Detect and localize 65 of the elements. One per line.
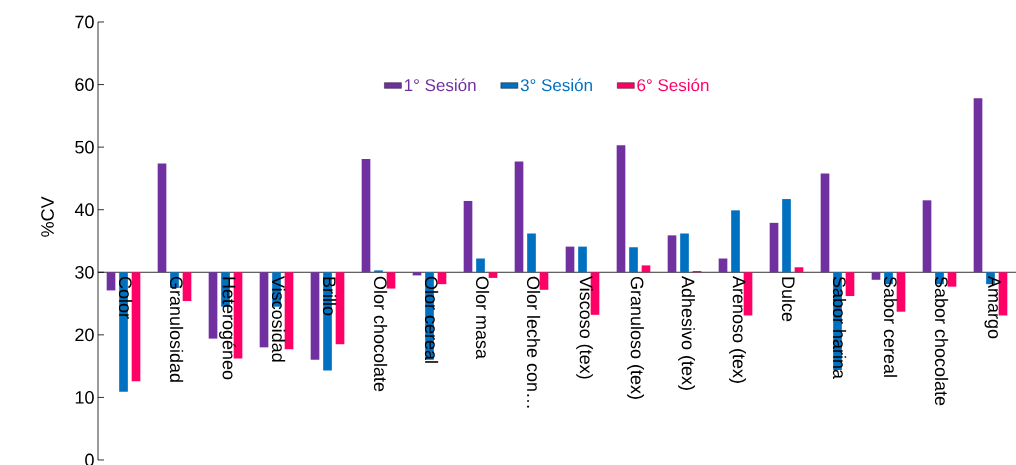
bar: [386, 272, 396, 289]
bar: [973, 98, 983, 273]
bar: [629, 247, 638, 273]
bar: [794, 267, 804, 273]
y-tick-label: 40: [74, 203, 94, 217]
bar: [871, 272, 881, 280]
bar: [182, 272, 192, 302]
bar: [947, 272, 957, 287]
bar: [845, 272, 855, 297]
bar: [896, 272, 906, 312]
x-tick-label: Sabor chocolate: [934, 276, 949, 406]
bar: [769, 222, 779, 273]
x-tick-label: Olor cereal: [424, 276, 439, 363]
bar: [437, 272, 447, 285]
x-tick-label: Viscoso (tex): [576, 276, 593, 379]
y-tick-label: 10: [75, 391, 94, 404]
legend-label: 1° Sesión: [404, 78, 476, 92]
x-tick-label: Granuloso (tex): [627, 276, 644, 399]
bar: [259, 272, 269, 348]
bar: [335, 272, 345, 345]
y-axis-title: %CV: [41, 196, 54, 237]
bar: [514, 161, 524, 273]
bar: [488, 272, 498, 278]
y-tick-label: 50: [75, 140, 94, 154]
y-tick-label: 30: [75, 265, 94, 279]
x-tick-label: Dulce: [781, 277, 796, 322]
bar: [578, 246, 587, 273]
bar: [922, 200, 932, 273]
legend-label: 6° Sesión: [637, 78, 709, 92]
bar: [680, 233, 689, 273]
bar: [476, 258, 485, 273]
x-tick-label: Sabor harina: [832, 276, 847, 380]
y-tick-label: 60: [75, 78, 94, 91]
x-tick-label: Viscosidad: [271, 276, 286, 362]
bar: [361, 159, 371, 273]
x-tick-label: Sabor cereal: [883, 276, 898, 377]
bar: [463, 200, 473, 273]
x-tick-label: Granulosidad: [169, 276, 184, 382]
bar: [565, 246, 575, 273]
x-tick-label: Color: [118, 276, 133, 319]
bar: [641, 265, 651, 273]
x-tick-label: Adhesivo (tex): [678, 276, 695, 390]
x-tick-label: Heterogéneo: [219, 277, 237, 380]
bar: [131, 272, 141, 382]
bar: [539, 272, 549, 290]
x-tick-label: Brillo: [322, 277, 337, 316]
bar: [157, 163, 167, 273]
bar: [310, 272, 320, 360]
bar: [782, 199, 791, 273]
x-tick-label: Arenoso (tex): [729, 276, 746, 383]
bar: [731, 210, 740, 273]
bar: [616, 145, 626, 273]
bar: [820, 173, 830, 273]
bar: [527, 233, 536, 273]
legend-label: 3° Sesión: [520, 78, 592, 92]
x-tick-label: Amargo: [984, 276, 1001, 339]
bar: [284, 272, 294, 350]
x-tick-label: Olor chocolate: [373, 276, 388, 392]
bar: [667, 235, 677, 273]
bar: [106, 272, 116, 291]
y-tick-label: 70: [75, 15, 94, 29]
x-tick-label: Olor masa: [475, 276, 490, 359]
y-tick-label: 20: [75, 328, 94, 342]
bar: [208, 272, 218, 339]
x-tick-label: Olor leche con…: [526, 276, 541, 408]
